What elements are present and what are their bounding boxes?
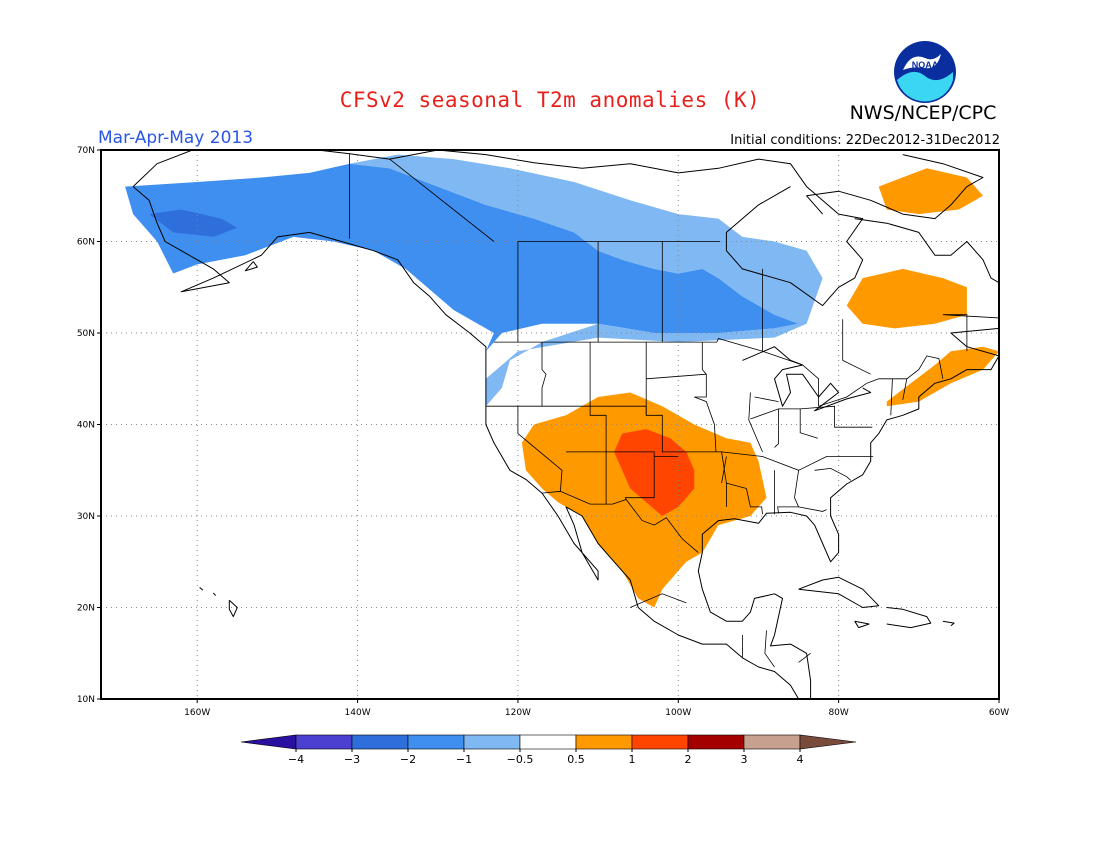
anomaly-region-greenland-warm — [878, 168, 983, 215]
political-border — [942, 314, 999, 352]
political-border — [799, 408, 818, 439]
noaa-logo: NOAA — [893, 40, 957, 104]
anomaly-region-canada-light-cool — [349, 154, 823, 407]
political-border — [902, 378, 908, 400]
logo-text: NOAA — [912, 60, 939, 70]
political-border — [764, 630, 775, 668]
organization-label: NWS/NCEP/CPC — [849, 102, 997, 124]
colorbar-swatch — [687, 734, 745, 750]
coastline — [697, 552, 812, 699]
lon-tick-label: 100W — [665, 708, 691, 718]
coastline — [228, 599, 238, 618]
initial-conditions-label: Initial conditions: 22Dec2012-31Dec2012 — [730, 133, 1000, 148]
colorbar-label: 3 — [741, 753, 748, 766]
colorbar-label: −3 — [344, 753, 360, 766]
colorbar-low-triangle — [240, 734, 297, 750]
coastline — [806, 154, 984, 220]
political-border — [842, 319, 871, 375]
political-border — [798, 506, 827, 512]
colorbar-swatch — [295, 734, 353, 750]
lon-tick-label: 60W — [989, 708, 1009, 718]
logo-gull — [903, 54, 941, 70]
coastline — [132, 186, 800, 699]
political-border — [746, 488, 763, 515]
colorbar-swatch — [463, 734, 521, 750]
coastline — [244, 261, 258, 272]
map-outlines — [132, 150, 999, 699]
lon-tick-label: 120W — [505, 708, 531, 718]
colorbar-swatch — [743, 734, 801, 750]
anomaly-region-alaska-colder — [149, 209, 238, 237]
anomaly-region-quebec-warm — [846, 268, 967, 329]
political-border — [485, 405, 727, 507]
logo-wave — [897, 71, 953, 102]
season-label: Mar-Apr-May 2013 — [98, 128, 254, 148]
coastline — [886, 607, 932, 629]
lat-tick-label: 60N — [77, 238, 95, 248]
colorbar-label: −4 — [288, 753, 304, 766]
coastline — [742, 346, 872, 412]
colorbar-label: −2 — [400, 753, 416, 766]
political-border — [493, 338, 944, 407]
colorbar-label: −1 — [456, 753, 472, 766]
colorbar-label: 1 — [629, 753, 636, 766]
political-border — [777, 470, 800, 514]
colorbar-swatch — [519, 734, 577, 750]
lat-tick-label: 20N — [77, 604, 95, 614]
political-border — [750, 405, 873, 428]
political-border — [721, 456, 727, 484]
chart-title: CFSv2 seasonal T2m anomalies (K) — [339, 88, 761, 112]
lat-tick-label: 70N — [77, 146, 95, 156]
colorbar-label: 0.5 — [567, 753, 585, 766]
political-border — [624, 451, 655, 500]
political-border — [389, 158, 495, 242]
lon-tick-label: 80W — [828, 708, 848, 718]
coastline — [212, 592, 217, 596]
colorbar-swatch — [407, 734, 465, 750]
political-border — [726, 482, 747, 489]
lat-tick-label: 30N — [77, 512, 95, 522]
political-border — [748, 392, 763, 453]
anomaly-fills — [125, 154, 999, 608]
colorbar-label: 2 — [685, 753, 692, 766]
coastline — [942, 620, 955, 627]
lon-tick-label: 140W — [345, 708, 371, 718]
anomaly-region-maritimes-warm — [886, 346, 999, 407]
political-border — [890, 378, 893, 416]
colorbar-high-triangle — [799, 734, 857, 750]
coastline — [798, 576, 880, 608]
colorbar-swatch — [631, 734, 689, 750]
lat-tick-label: 10N — [77, 695, 95, 705]
political-border — [517, 406, 563, 492]
political-border — [541, 490, 699, 553]
lat-tick-label: 50N — [77, 329, 95, 339]
colorbar-label: 4 — [797, 753, 804, 766]
political-border — [754, 396, 779, 402]
anomaly-region-alaska-cool — [125, 163, 799, 352]
political-border — [694, 342, 717, 452]
lat-tick-label: 40N — [77, 421, 95, 431]
coastline — [854, 620, 870, 629]
political-border — [541, 342, 547, 407]
axis-ticks: 160W 140W 120W 100W 80W 60W 10N 20N 30N 40N 50N 60N… — [77, 146, 1009, 718]
political-border — [798, 652, 811, 663]
colorbar-label: −0.5 — [507, 753, 534, 766]
colorbar-swatch — [351, 734, 409, 750]
political-border — [630, 593, 687, 608]
lon-tick-label: 160W — [184, 708, 210, 718]
coastline — [132, 150, 864, 307]
coastline — [199, 587, 204, 591]
colorbar-swatch — [575, 734, 633, 750]
political-border — [814, 467, 851, 481]
coastline — [701, 218, 999, 563]
political-border — [646, 373, 707, 380]
political-border — [774, 408, 779, 448]
political-border — [517, 241, 720, 343]
colorbar: −4 −3 −2 −1 −0.5 0.5 1 2 3 4 — [240, 734, 857, 766]
